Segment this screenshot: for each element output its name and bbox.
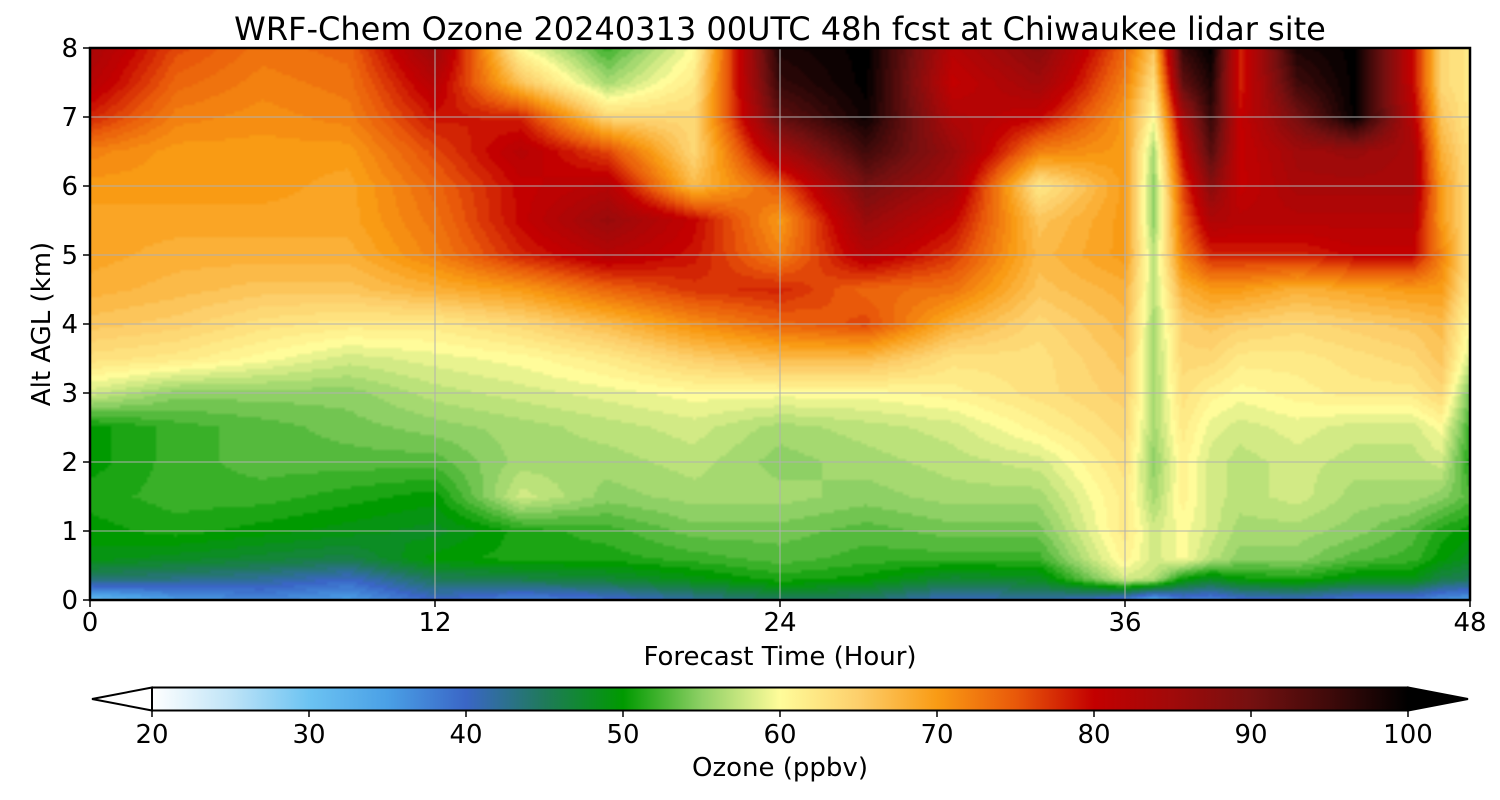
plot-area — [88, 46, 1472, 602]
x-tick-label: 24 — [763, 608, 796, 638]
colorbar-tick-label: 40 — [449, 720, 482, 750]
colorbar-ticks: 20 30 40 50 60 70 80 90 100 — [135, 710, 1433, 750]
colorbar: 20 30 40 50 60 70 80 90 100 Ozone (ppbv) — [91, 686, 1469, 783]
colorbar-tick-label: 60 — [763, 720, 796, 750]
colorbar-body — [152, 687, 1408, 711]
colorbar-tick-label: 20 — [135, 720, 168, 750]
x-tick-label: 12 — [418, 608, 451, 638]
colorbar-max-extend — [1407, 686, 1469, 712]
colorbar-tick-label: 50 — [606, 720, 639, 750]
y-tick-label: 1 — [61, 517, 78, 547]
x-tick-label: 0 — [82, 608, 99, 638]
y-tick-label: 6 — [61, 172, 78, 202]
colorbar-tick-label: 80 — [1077, 720, 1110, 750]
colorbar-tick-label: 30 — [292, 720, 325, 750]
y-tick-label: 0 — [61, 586, 78, 616]
colorbar-label: Ozone (ppbv) — [692, 753, 868, 783]
x-tick-label: 36 — [1108, 608, 1141, 638]
y-axis: 0 1 2 3 4 5 6 7 8 — [61, 34, 90, 616]
y-axis-label: Alt AGL (km) — [27, 242, 57, 406]
y-tick-label: 8 — [61, 34, 78, 64]
colorbar-tick-label: 90 — [1234, 720, 1267, 750]
colorbar-tick-label: 70 — [920, 720, 953, 750]
y-tick-label: 5 — [61, 241, 78, 271]
y-tick-label: 3 — [61, 379, 78, 409]
y-tick-label: 2 — [61, 448, 78, 478]
y-tick-label: 4 — [61, 310, 78, 340]
chart-title: WRF-Chem Ozone 20240313 00UTC 48h fcst a… — [234, 10, 1326, 48]
x-tick-label: 48 — [1453, 608, 1486, 638]
x-axis-label: Forecast Time (Hour) — [643, 642, 916, 672]
x-axis: 0 12 24 36 48 — [82, 600, 1487, 638]
y-tick-label: 7 — [61, 103, 78, 133]
colorbar-min-extend — [91, 686, 153, 712]
colorbar-tick-label: 100 — [1383, 720, 1433, 750]
